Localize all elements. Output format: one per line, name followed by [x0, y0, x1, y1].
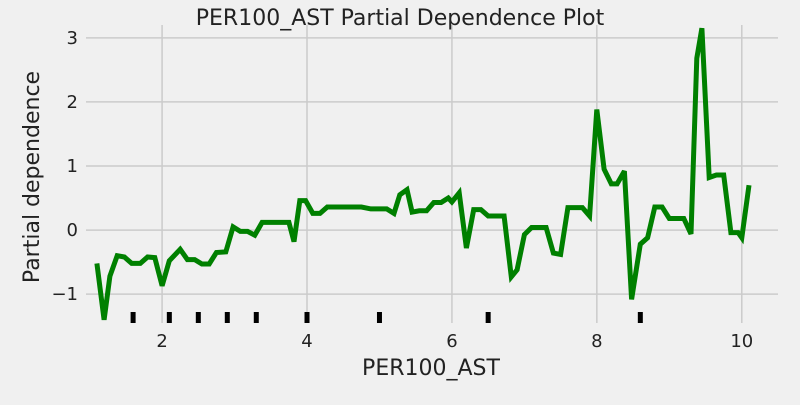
x-axis-label: PER100_AST — [362, 356, 500, 381]
y-tick-label: 2 — [67, 92, 78, 113]
y-tick-label: 3 — [67, 28, 78, 49]
decile-tick — [637, 312, 643, 323]
decile-tick — [253, 312, 259, 323]
x-tick-label: 10 — [730, 331, 753, 352]
x-tick-label: 6 — [446, 331, 457, 352]
decile-tick — [130, 312, 136, 323]
y-axis-label: Partial dependence — [20, 71, 45, 283]
y-tick-label: −1 — [51, 284, 78, 305]
decile-tick — [195, 312, 201, 323]
decile-tick — [224, 312, 230, 323]
series-group — [94, 27, 752, 321]
decile-tick — [376, 312, 382, 323]
chart-title: PER100_AST Partial Dependence Plot — [196, 6, 605, 31]
x-tick-labels: 2 4 6 8 10 — [156, 331, 753, 352]
decile-tick — [304, 312, 310, 323]
decile-tick — [166, 312, 172, 323]
y-tick-label: 0 — [67, 220, 78, 241]
y-tick-label: 1 — [67, 156, 78, 177]
partial-dependence-line — [94, 27, 752, 321]
x-tick-label: 4 — [301, 331, 312, 352]
x-tick-label: 2 — [156, 331, 167, 352]
y-tick-labels: −1 0 1 2 3 — [51, 28, 78, 305]
grid — [86, 25, 778, 323]
decile-tick — [485, 312, 491, 323]
x-tick-label: 8 — [591, 331, 602, 352]
decile-rug — [130, 312, 643, 323]
